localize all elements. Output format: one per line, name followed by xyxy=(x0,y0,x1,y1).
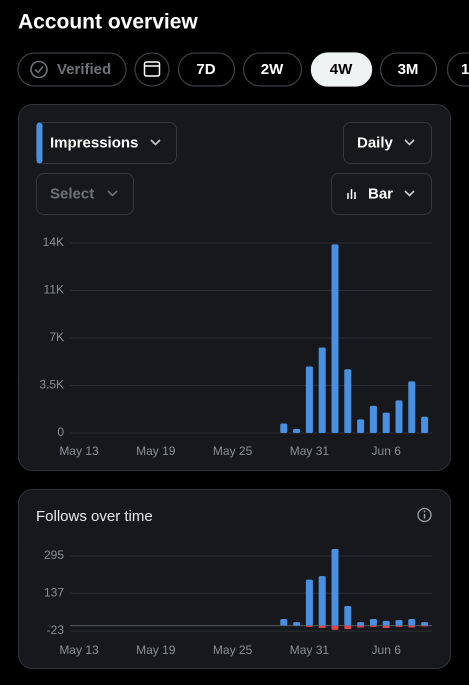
interval-label: Daily xyxy=(357,134,394,151)
x-tick-label: Jun 6 xyxy=(372,444,402,458)
bar xyxy=(357,419,364,433)
y-tick-label: 14K xyxy=(43,235,64,249)
metric-dropdown[interactable]: Impressions xyxy=(37,123,177,164)
bar xyxy=(344,369,351,433)
bar xyxy=(293,622,300,626)
range-label: 4W xyxy=(330,61,353,78)
bar xyxy=(344,606,351,626)
y-tick-label: 0 xyxy=(57,425,64,439)
bar xyxy=(280,424,287,434)
bar xyxy=(370,626,377,627)
bar xyxy=(408,626,415,628)
bar xyxy=(383,626,390,628)
x-tick-label: May 13 xyxy=(59,444,99,458)
compare-dropdown[interactable]: Select xyxy=(37,174,134,215)
bar xyxy=(396,620,403,626)
interval-dropdown[interactable]: Daily xyxy=(344,123,432,164)
range-pill[interactable]: 2W xyxy=(244,53,302,86)
range-label: 2W xyxy=(261,61,284,78)
range-label: 3M xyxy=(398,61,419,78)
x-tick-label: May 31 xyxy=(290,444,330,458)
bar xyxy=(306,626,313,627)
info-dot xyxy=(424,511,426,513)
y-tick-label: 11K xyxy=(44,283,64,297)
chart-type-dropdown[interactable]: Bar xyxy=(332,174,432,215)
bar xyxy=(332,244,339,433)
bar xyxy=(370,406,377,433)
bar xyxy=(396,400,403,433)
bar xyxy=(357,622,364,626)
bar xyxy=(421,626,428,627)
bar xyxy=(383,621,390,626)
range-pill[interactable]: 7D xyxy=(179,53,235,86)
y-tick-label: 7K xyxy=(49,330,64,344)
range-pill[interactable]: 3M xyxy=(381,53,437,86)
bar xyxy=(370,619,377,626)
bar xyxy=(332,549,339,626)
bar xyxy=(383,413,390,433)
range-label: 1 xyxy=(461,61,469,78)
x-tick-label: May 25 xyxy=(213,444,253,458)
bar xyxy=(293,429,300,433)
range-pill[interactable]: 1 xyxy=(448,53,469,86)
bar xyxy=(332,626,339,630)
range-pill[interactable]: 4W xyxy=(312,53,372,86)
y-tick-label: 295 xyxy=(44,548,64,562)
y-tick-label: 137 xyxy=(44,585,64,599)
series-indicator xyxy=(37,123,43,164)
bar xyxy=(319,626,326,628)
bar xyxy=(396,626,403,627)
bar xyxy=(344,626,351,630)
bar xyxy=(280,619,287,626)
x-tick-label: May 31 xyxy=(290,643,330,657)
x-tick-label: May 13 xyxy=(59,643,99,657)
x-tick-label: May 25 xyxy=(213,643,253,657)
bar xyxy=(408,381,415,433)
verified-pill[interactable]: Verified xyxy=(18,53,126,86)
y-tick-label: -23 xyxy=(47,623,65,637)
y-tick-label: 3.5K xyxy=(39,378,64,392)
bar xyxy=(319,576,326,626)
bar xyxy=(408,619,415,626)
chart-title: Follows over time xyxy=(36,508,153,525)
calendar-button[interactable] xyxy=(135,53,169,86)
metric-label: Impressions xyxy=(50,134,138,151)
compare-label: Select xyxy=(50,185,94,202)
x-tick-label: Jun 6 xyxy=(372,643,402,657)
x-tick-label: May 19 xyxy=(136,643,176,657)
bar xyxy=(357,626,364,628)
page-title: Account overview xyxy=(18,11,198,34)
verified-label: Verified xyxy=(57,61,111,78)
bar xyxy=(319,348,326,434)
bar xyxy=(421,622,428,626)
chart-type-label: Bar xyxy=(368,185,393,202)
bar xyxy=(306,367,313,434)
bar xyxy=(306,580,313,626)
pill-bg xyxy=(135,53,169,86)
range-label: 7D xyxy=(196,61,215,78)
x-tick-label: May 19 xyxy=(136,444,176,458)
bar xyxy=(421,417,428,433)
